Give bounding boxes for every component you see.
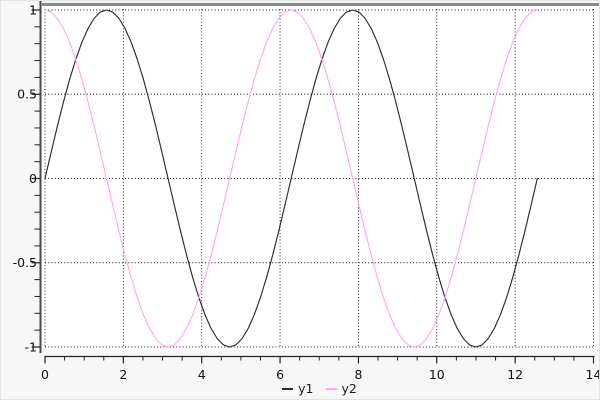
svg-text:0: 0 — [29, 171, 37, 186]
svg-text:6: 6 — [276, 367, 284, 382]
x-axis-ticks — [44, 356, 595, 364]
svg-text:2: 2 — [119, 367, 127, 382]
legend-label-y2: y2 — [341, 381, 357, 396]
legend-swatch-y2 — [325, 387, 337, 390]
svg-text:10: 10 — [429, 367, 445, 382]
svg-text:0.5: 0.5 — [17, 87, 37, 102]
svg-text:8: 8 — [354, 367, 362, 382]
legend-item-y2: y2 — [325, 381, 357, 396]
curve-y1 — [44, 9, 538, 348]
legend: y1 y2 — [45, 381, 594, 396]
x-axis-tick-labels: 0 2 4 6 8 10 12 14 — [41, 367, 600, 382]
svg-text:0: 0 — [41, 367, 49, 382]
curve-y2 — [44, 9, 538, 348]
y-axis-tick-labels: 1 0.5 0 -0.5 -1 — [13, 2, 37, 354]
legend-label-y1: y1 — [298, 381, 314, 396]
y-axis-ticks — [31, 9, 40, 348]
legend-swatch-y1 — [282, 387, 294, 390]
svg-text:1: 1 — [29, 2, 37, 17]
svg-text:-0.5: -0.5 — [13, 255, 37, 270]
svg-text:-1: -1 — [25, 339, 37, 354]
grid-lines — [44, 9, 595, 348]
svg-text:4: 4 — [198, 367, 206, 382]
legend-item-y1: y1 — [282, 381, 314, 396]
data-series-curves — [44, 9, 538, 348]
svg-text:14: 14 — [586, 367, 600, 382]
svg-text:12: 12 — [507, 367, 523, 382]
